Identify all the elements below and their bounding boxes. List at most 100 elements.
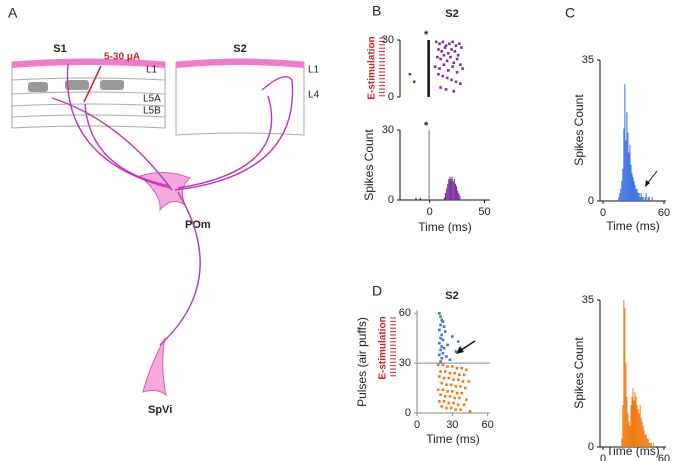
raster-point — [441, 74, 445, 78]
histogram-bar — [650, 442, 652, 447]
raster-point — [438, 328, 441, 332]
s1-l1 — [12, 59, 165, 68]
raster-point — [468, 410, 472, 413]
y-tick-label: 30 — [382, 34, 394, 46]
raster-point — [441, 40, 445, 44]
histogram-bar — [637, 192, 639, 201]
stim-label: E-stimulation — [367, 36, 378, 99]
s2-l1 — [176, 59, 304, 68]
layer-label: L1 — [308, 65, 320, 76]
x-tick-label: 0 — [600, 453, 606, 461]
panel-letter: B — [372, 3, 381, 19]
raster-point — [446, 343, 449, 347]
raster-point — [445, 406, 448, 410]
pom-shape — [138, 172, 191, 212]
raster-point — [439, 360, 442, 363]
histogram-bar — [419, 197, 421, 200]
raster-point — [449, 406, 453, 410]
histogram-bar — [632, 388, 634, 447]
layer-label: L5B — [143, 106, 161, 117]
raster-point — [446, 365, 449, 368]
y-tick-label: 30 — [382, 124, 394, 136]
raster-point — [456, 340, 460, 343]
raster-point — [442, 325, 446, 328]
y-axis-label: Spikes Count — [362, 129, 376, 201]
y-tick-label: 0 — [405, 407, 411, 419]
raster-point — [454, 350, 458, 353]
y-tick-label: 0 — [588, 195, 594, 207]
y-tick-label: 0 — [388, 91, 394, 103]
histogram-bar — [640, 417, 642, 447]
raster-point — [452, 61, 456, 65]
raster-point — [445, 355, 448, 358]
raster-point — [454, 385, 458, 388]
raster-point — [440, 345, 444, 348]
histogram-bar — [624, 84, 626, 201]
histogram-bar — [619, 192, 621, 201]
raster-point — [439, 57, 442, 61]
barrel — [28, 82, 48, 92]
raster-point — [438, 42, 441, 46]
x-axis-label: Time (ms) — [606, 444, 660, 458]
histogram-bar — [648, 442, 650, 447]
raster-point — [445, 59, 449, 63]
raster-point — [445, 76, 449, 80]
raster-point — [452, 401, 455, 405]
histogram-bar — [628, 421, 630, 447]
raster-point — [441, 388, 445, 392]
raster-point — [439, 336, 442, 340]
raster-point — [457, 42, 461, 46]
histogram-bar — [448, 179, 450, 200]
layer-label: L5A — [143, 94, 161, 105]
y-tick-label: 0 — [588, 441, 594, 453]
area-label: S1 — [53, 43, 66, 55]
histogram-bar — [641, 421, 643, 447]
raster-point — [465, 398, 468, 402]
x-axis-label: Time (ms) — [418, 220, 472, 234]
x-tick-label: 60 — [482, 419, 494, 431]
histogram-bar — [642, 426, 644, 447]
barrel — [65, 80, 89, 90]
raster-point — [442, 53, 446, 57]
histogram-bar — [633, 180, 635, 201]
raster-point — [448, 371, 452, 375]
panel-letter: C — [565, 5, 575, 21]
histogram-bar — [445, 193, 447, 200]
layer-label: L1 — [146, 65, 158, 76]
raster-point — [459, 82, 462, 85]
raster-point — [455, 391, 459, 395]
raster-point — [449, 55, 452, 59]
panel-letter: A — [8, 5, 18, 21]
raster-point — [451, 390, 454, 393]
histogram-bar — [632, 176, 634, 201]
raster-point — [447, 376, 451, 380]
histogram-bar — [452, 181, 454, 200]
histogram-bar — [625, 140, 627, 201]
histogram-bar — [428, 130, 430, 200]
raster-point — [448, 42, 451, 46]
raster-point — [440, 381, 444, 385]
histogram-bar — [642, 196, 644, 201]
raster-point — [445, 383, 448, 387]
histogram-bar — [647, 196, 649, 201]
y-tick-label: 35 — [582, 294, 594, 306]
diagram: A S1 S2 5-30 μA L1 L5A L5B L1 L4 POm SpV… — [8, 5, 320, 416]
histogram-bar — [646, 438, 648, 447]
histogram-bar — [415, 197, 417, 200]
raster-point — [438, 67, 441, 70]
electrode — [83, 65, 102, 103]
raster-point — [461, 380, 465, 383]
stim-label: E-stimulation — [378, 316, 389, 379]
histogram-bar — [626, 112, 628, 201]
histogram-bar — [636, 405, 638, 447]
projection — [159, 191, 201, 346]
histogram-bar — [622, 168, 624, 201]
histogram-bar — [649, 442, 651, 447]
y-tick-label: 60 — [399, 307, 411, 319]
raster-point — [467, 380, 471, 383]
raster-point — [465, 368, 468, 372]
histogram-bar — [626, 396, 628, 447]
raster-point — [460, 46, 463, 49]
raster-point — [450, 48, 453, 51]
x-tick-label: 0 — [414, 419, 420, 431]
